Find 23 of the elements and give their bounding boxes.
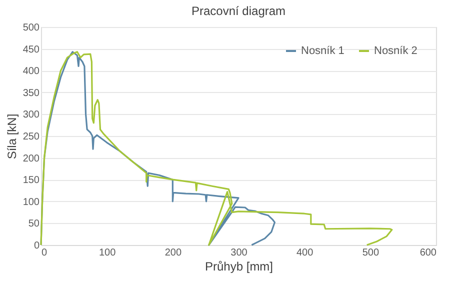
- x-tick-label: 200: [164, 248, 182, 258]
- y-tick-label: 500: [22, 22, 40, 34]
- y-tick-label: 0: [34, 240, 40, 252]
- legend-label: Nosník 1: [301, 45, 344, 57]
- x-tick-label: 500: [362, 248, 380, 258]
- legend-label: Nosník 2: [374, 45, 418, 57]
- y-tick-label: 450: [22, 44, 40, 56]
- y-tick-label: 50: [28, 218, 40, 230]
- y-axis-title: Síla [kN]: [4, 114, 19, 160]
- x-tick-label: 300: [230, 248, 248, 258]
- x-tick-label: 400: [296, 248, 314, 258]
- y-tick-label: 100: [22, 196, 40, 208]
- chart-title: Pracovní diagram: [191, 4, 286, 18]
- y-tick-label: 150: [22, 175, 40, 186]
- x-axis-title: Průhyb [mm]: [204, 260, 274, 274]
- x-tick-label: 100: [98, 248, 116, 258]
- y-tick-label: 250: [22, 132, 40, 142]
- x-tick-label: 600: [420, 248, 437, 258]
- y-tick-label: 400: [22, 66, 40, 78]
- y-tick-label: 200: [22, 153, 40, 164]
- x-tick-label: 0: [42, 248, 48, 258]
- y-tick-label: 300: [22, 110, 40, 121]
- y-tick-label: 350: [22, 88, 40, 99]
